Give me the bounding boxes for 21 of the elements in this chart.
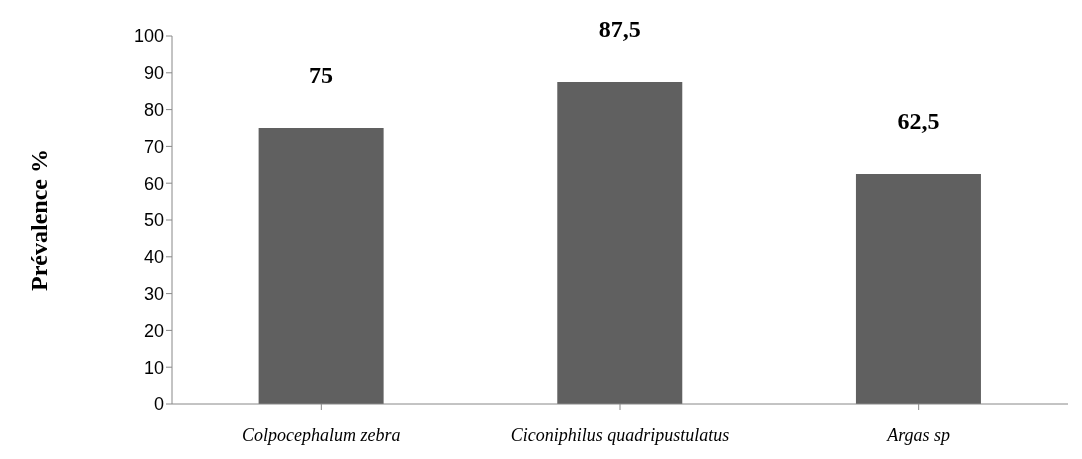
y-tick-label: 40 <box>143 247 164 268</box>
bar <box>557 82 683 404</box>
y-tick-label: 10 <box>143 357 164 378</box>
data-label: 62,5 <box>897 108 940 134</box>
y-tick-label: 80 <box>143 99 164 120</box>
data-label: 87,5 <box>598 16 641 42</box>
y-tick-label: 30 <box>143 283 164 304</box>
x-tick-label: Argas sp <box>886 424 951 445</box>
y-tick-label: 50 <box>143 210 164 231</box>
y-axis-title: Prévalence % <box>25 149 52 291</box>
data-label: 75 <box>309 62 334 88</box>
y-tick-label: 100 <box>133 26 164 47</box>
y-tick-label: 60 <box>143 173 164 194</box>
x-tick-label: Colpocephalum zebra <box>242 424 401 445</box>
y-tick-label: 70 <box>143 136 164 157</box>
y-tick-label: 90 <box>143 63 164 84</box>
y-tick-label: 0 <box>153 394 164 415</box>
x-tick-label: Ciconiphilus quadripustulatus <box>510 424 730 445</box>
y-tick-label: 20 <box>143 320 164 341</box>
bar <box>258 128 384 404</box>
bar <box>855 174 981 404</box>
